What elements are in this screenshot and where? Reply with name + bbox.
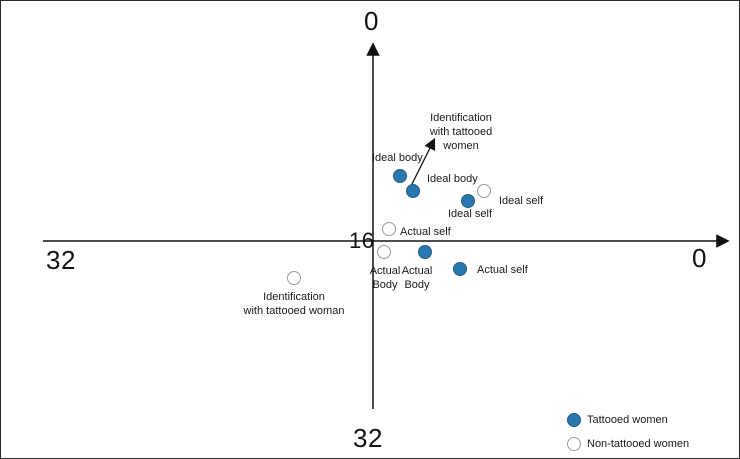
- y-axis-bottom-label: 32: [353, 423, 383, 453]
- point-label: Actual Body: [369, 265, 401, 291]
- origin-label: 16: [349, 228, 375, 253]
- data-point: [393, 169, 407, 183]
- point-label: Ideal body: [372, 152, 423, 164]
- point-label: Actual self: [477, 264, 528, 276]
- y-axis-top-label: 0: [364, 6, 379, 36]
- open-dot-icon: [567, 437, 581, 451]
- legend: Tattooed women Non-tattooed women: [567, 413, 689, 458]
- legend-label: Tattooed women: [587, 414, 668, 426]
- filled-dot-icon: [567, 413, 581, 427]
- data-point: [418, 245, 432, 259]
- data-point: [406, 184, 420, 198]
- legend-item-non-tattooed: Non-tattooed women: [567, 437, 689, 451]
- point-label: Ideal body: [427, 173, 478, 185]
- x-axis-right-label: 0: [692, 243, 707, 273]
- data-point: [461, 194, 475, 208]
- point-label: Actual self: [400, 226, 451, 238]
- data-point: [477, 184, 491, 198]
- data-point: [287, 271, 301, 285]
- data-point: [453, 262, 467, 276]
- legend-label: Non-tattooed women: [587, 438, 690, 450]
- point-label: Ideal self: [499, 195, 544, 207]
- annotation-label: Identification with tattooed women: [429, 112, 493, 152]
- legend-item-tattooed: Tattooed women: [567, 413, 689, 427]
- data-point: [377, 245, 391, 259]
- x-axis-left-label: 32: [46, 245, 76, 275]
- data-point: [382, 222, 396, 236]
- point-label: Actual Body: [401, 265, 433, 291]
- point-label: Ideal self: [448, 208, 493, 220]
- point-label: Identification with tattooed woman: [243, 291, 345, 317]
